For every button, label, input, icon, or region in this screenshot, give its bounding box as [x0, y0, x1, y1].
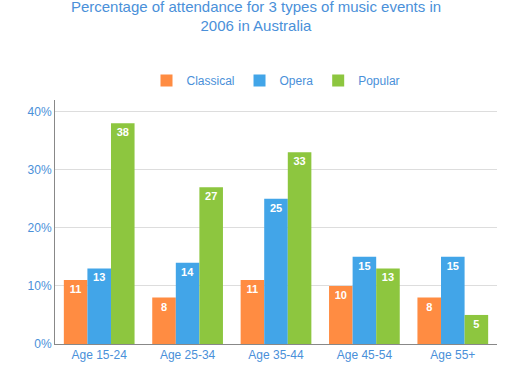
svg-text:Popular: Popular [358, 74, 399, 88]
svg-text:14: 14 [181, 266, 194, 278]
svg-text:Age 25-34: Age 25-34 [160, 348, 216, 362]
svg-text:10%: 10% [28, 279, 52, 293]
svg-text:27: 27 [205, 190, 217, 202]
svg-text:20%: 20% [28, 221, 52, 235]
svg-text:Age 15-24: Age 15-24 [72, 348, 128, 362]
svg-text:11: 11 [247, 283, 259, 295]
svg-text:15: 15 [447, 260, 459, 272]
svg-text:38: 38 [117, 126, 129, 138]
svg-text:Age 55+: Age 55+ [430, 348, 475, 362]
svg-text:Age 45-54: Age 45-54 [337, 348, 393, 362]
svg-text:13: 13 [382, 271, 394, 283]
svg-text:Classical: Classical [187, 74, 235, 88]
svg-text:40%: 40% [28, 105, 52, 119]
svg-text:Age 35-44: Age 35-44 [248, 348, 304, 362]
svg-text:30%: 30% [28, 163, 52, 177]
svg-text:33: 33 [293, 155, 305, 167]
svg-text:8: 8 [426, 301, 432, 313]
svg-text:5: 5 [473, 318, 479, 330]
svg-text:25: 25 [270, 202, 282, 214]
svg-text:Percentage of attendance for 3: Percentage of attendance for 3 types of … [71, 0, 441, 34]
svg-text:10: 10 [335, 289, 347, 301]
svg-text:11: 11 [70, 283, 82, 295]
svg-text:13: 13 [93, 271, 105, 283]
svg-text:0%: 0% [34, 337, 52, 351]
svg-text:Opera: Opera [280, 74, 314, 88]
svg-text:8: 8 [161, 301, 167, 313]
svg-text:15: 15 [358, 260, 370, 272]
